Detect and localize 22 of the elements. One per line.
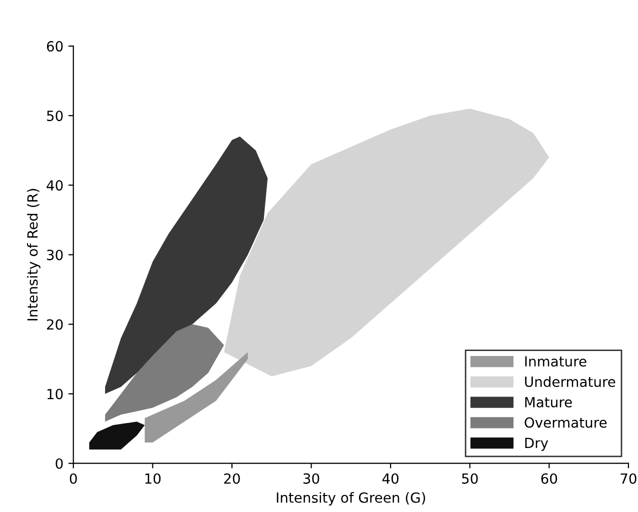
x-tick-label: 40 xyxy=(382,473,398,484)
y-tick-label: 50 xyxy=(47,110,63,122)
x-tick-label: 50 xyxy=(462,473,478,484)
y-tick-label: 30 xyxy=(47,250,63,260)
legend-label: Overmature xyxy=(524,417,607,428)
legend-label: Inmature xyxy=(525,356,586,367)
x-tick-label: 20 xyxy=(224,473,240,484)
legend-label: Dry xyxy=(525,438,548,451)
x-axis-title: Intensity of Green (G) xyxy=(276,492,426,506)
x-tick-label: 10 xyxy=(145,473,161,484)
y-tick-label: 60 xyxy=(46,41,63,52)
y-tick-label: 20 xyxy=(46,319,63,330)
y-axis-title: Intensity of Red (R) xyxy=(26,188,40,320)
y-tick-label: 0 xyxy=(56,458,63,469)
x-tick-label: 60 xyxy=(541,473,558,484)
y-tick-label: 10 xyxy=(48,388,63,400)
legend-label: Undermature xyxy=(525,376,616,388)
y-tick-label: 40 xyxy=(46,180,63,191)
x-tick-label: 30 xyxy=(303,473,320,484)
legend-label: Mature xyxy=(525,397,572,408)
x-tick-label: 70 xyxy=(620,473,636,484)
x-tick-label: 0 xyxy=(70,473,77,484)
